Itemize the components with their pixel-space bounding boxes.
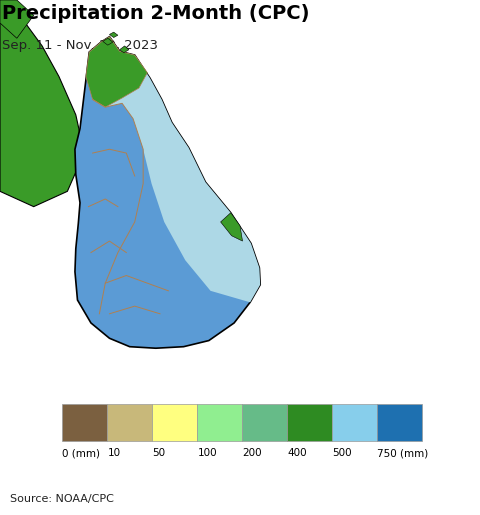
Polygon shape [86, 37, 147, 107]
Text: 100: 100 [197, 449, 217, 458]
Polygon shape [89, 37, 260, 302]
Text: Source: NOAA/CPC: Source: NOAA/CPC [10, 494, 113, 504]
Bar [108, 404, 153, 441]
Text: 500: 500 [332, 449, 352, 458]
Bar [197, 404, 242, 441]
Text: Sep. 11 - Nov. 10, 2023: Sep. 11 - Nov. 10, 2023 [2, 39, 158, 52]
Text: 0 (mm): 0 (mm) [62, 449, 100, 458]
Text: 400: 400 [288, 449, 307, 458]
Text: 10: 10 [108, 449, 120, 458]
Text: 200: 200 [242, 449, 262, 458]
Polygon shape [103, 38, 113, 45]
Bar [153, 404, 197, 441]
Polygon shape [0, 0, 34, 38]
Bar [332, 404, 377, 441]
Polygon shape [0, 0, 84, 207]
Polygon shape [221, 213, 242, 241]
Text: Precipitation 2-Month (CPC): Precipitation 2-Month (CPC) [2, 4, 310, 23]
Polygon shape [75, 37, 260, 348]
Text: 750 (mm): 750 (mm) [377, 449, 429, 458]
Polygon shape [109, 32, 118, 38]
Polygon shape [120, 46, 129, 53]
Bar [288, 404, 332, 441]
Text: 50: 50 [153, 449, 166, 458]
Bar [62, 404, 108, 441]
Bar [242, 404, 288, 441]
Bar [377, 404, 422, 441]
